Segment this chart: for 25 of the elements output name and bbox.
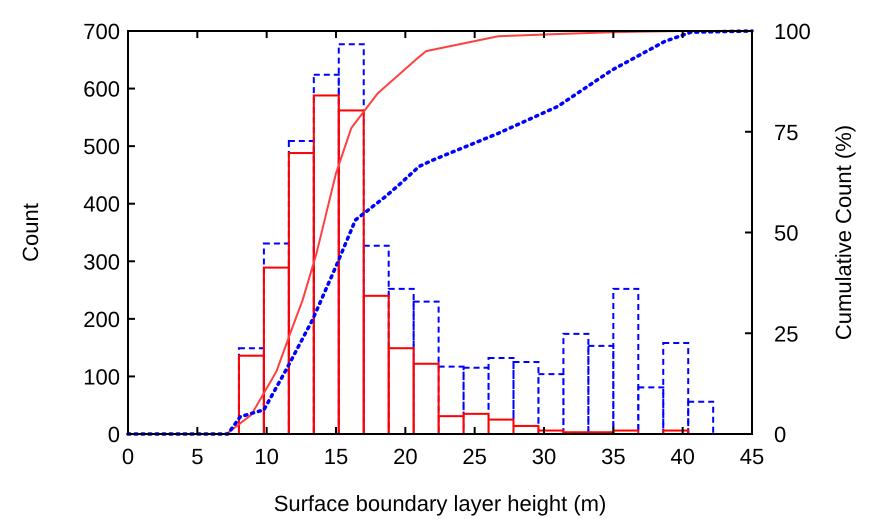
y-tick-label: 0 bbox=[108, 422, 120, 447]
y-tick-label: 100 bbox=[83, 364, 120, 390]
x-tick-label: 5 bbox=[191, 444, 204, 469]
y-tick-label: 200 bbox=[83, 306, 120, 332]
y2-axis-title: Cumulative Count (%) bbox=[831, 124, 856, 340]
x-tick-label: 20 bbox=[393, 444, 418, 469]
x-axis-title: Surface boundary layer height (m) bbox=[274, 491, 606, 516]
x-tick-label: 15 bbox=[324, 444, 348, 469]
x-tick-label: 45 bbox=[740, 444, 764, 469]
x-tick-label: 25 bbox=[462, 444, 487, 469]
y-tick-label: 300 bbox=[83, 249, 120, 274]
y2-tick-label: 75 bbox=[774, 120, 798, 145]
x-tick-label: 30 bbox=[532, 444, 556, 469]
y2-tick-label: 50 bbox=[774, 220, 798, 246]
x-tick-label: 35 bbox=[601, 444, 626, 469]
y-tick-label: 700 bbox=[83, 19, 120, 44]
y2-tick-label: 25 bbox=[774, 321, 798, 346]
y-axis-title: Count bbox=[18, 203, 43, 262]
y-tick-label: 500 bbox=[83, 134, 120, 160]
x-tick-label: 40 bbox=[670, 444, 695, 469]
y-tick-label: 400 bbox=[83, 192, 120, 217]
x-tick-label: 10 bbox=[254, 444, 279, 469]
y2-tick-label: 100 bbox=[774, 19, 811, 44]
y-tick-label: 600 bbox=[83, 76, 120, 102]
y2-tick-label: 0 bbox=[774, 422, 786, 447]
